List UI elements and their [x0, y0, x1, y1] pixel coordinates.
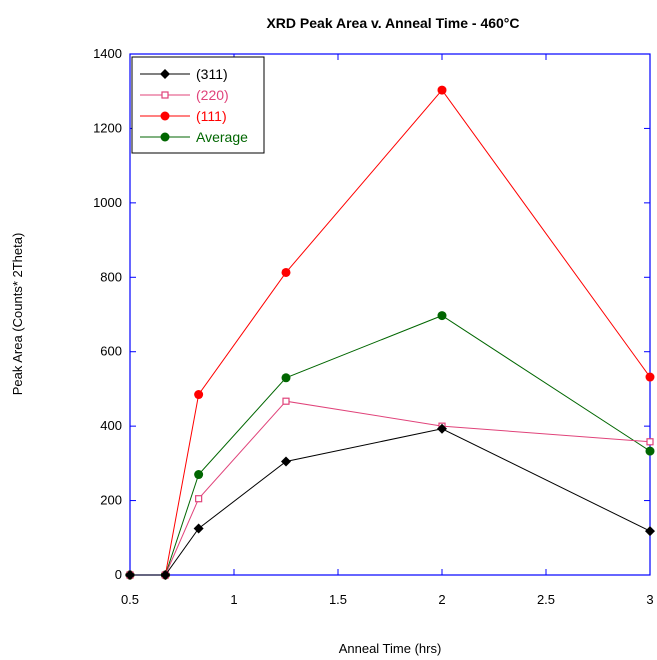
legend-marker — [160, 132, 170, 142]
data-point-average — [437, 311, 447, 321]
x-tick-label: 0.5 — [121, 592, 139, 607]
data-point-220 — [282, 397, 290, 405]
y-tick-label: 1200 — [93, 120, 122, 135]
legend-label: Average — [196, 129, 248, 145]
series-line-311 — [130, 428, 651, 576]
series-311 — [125, 423, 655, 580]
data-point-220 — [195, 495, 203, 503]
data-point-111 — [437, 85, 447, 95]
legend-entry-average: Average — [140, 129, 248, 145]
legend-marker — [161, 91, 169, 99]
series-group — [125, 85, 655, 580]
legend-entry-220: (220) — [140, 87, 229, 103]
y-tick-label: 200 — [100, 493, 122, 508]
x-tick-label: 1 — [230, 592, 237, 607]
x-tick-label: 2.5 — [537, 592, 555, 607]
data-point-311 — [281, 456, 291, 467]
data-point-average — [194, 470, 204, 480]
data-point-311 — [645, 526, 655, 537]
data-point-220 — [646, 438, 654, 446]
x-tick-label: 1.5 — [329, 592, 347, 607]
data-point-111 — [645, 372, 655, 382]
data-point-average — [645, 446, 655, 456]
legend-entry-111: (111) — [140, 108, 227, 124]
legend-entry-311: (311) — [140, 66, 228, 82]
x-tick-label: 2 — [438, 592, 445, 607]
legend-label: (220) — [196, 87, 229, 103]
data-point-average — [281, 373, 291, 383]
x-tick-label: 3 — [646, 592, 653, 607]
legend-label: (311) — [196, 66, 228, 82]
x-axis-label: Anneal Time (hrs) — [339, 641, 442, 656]
y-tick-label: 600 — [100, 344, 122, 359]
data-point-311 — [193, 523, 204, 534]
legend-marker — [160, 69, 170, 79]
data-point-311 — [125, 570, 135, 580]
legend: (311) (220) (111) Average — [131, 56, 265, 154]
y-tick-label: 0 — [115, 567, 122, 582]
y-tick-label: 1400 — [93, 46, 122, 61]
legend-marker — [160, 111, 170, 121]
legend-label: (111) — [196, 108, 227, 124]
y-tick-label: 800 — [100, 269, 122, 284]
data-point-111 — [194, 390, 204, 400]
y-axis-label: Peak Area (Counts* 2Theta) — [10, 233, 25, 396]
chart-title: XRD Peak Area v. Anneal Time - 460°C — [266, 15, 519, 31]
data-point-111 — [281, 267, 291, 277]
data-point-311 — [437, 423, 447, 434]
y-tick-label: 400 — [100, 418, 122, 433]
axis-ticks: 0 200 400 600 800 1000 1200 1400 0.5 1 1.5 2 2.5 3 — [93, 46, 654, 607]
y-tick-label: 1000 — [93, 195, 122, 210]
data-point-311 — [160, 570, 171, 580]
